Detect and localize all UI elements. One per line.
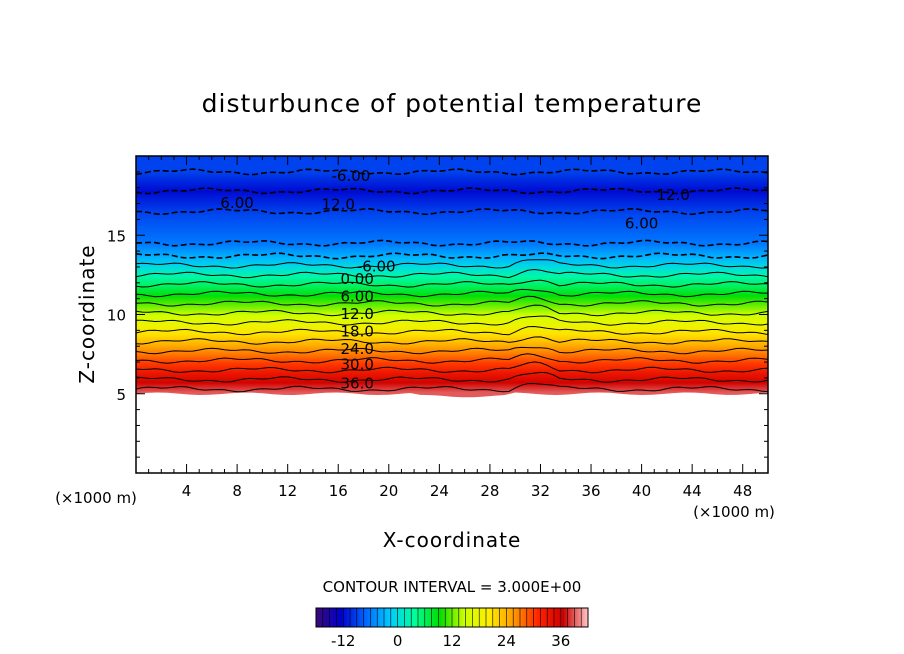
contour-interval-label: CONTOUR INTERVAL = 3.000E+00 — [323, 578, 582, 596]
contour-line — [136, 187, 768, 195]
contour-line — [136, 279, 768, 288]
contour-line — [136, 295, 768, 307]
contour-label: 36.0 — [340, 375, 373, 393]
y-axis-label: Z-coordinate — [75, 244, 99, 383]
contour-line — [136, 325, 768, 336]
chart-title: disturbunce of potential temperature — [202, 89, 703, 118]
contour-label: 6.00 — [340, 288, 373, 306]
contour-label: 12.0 — [340, 305, 373, 323]
contour-line — [136, 315, 768, 326]
x-tick-label: 44 — [683, 482, 702, 500]
contour-line — [136, 239, 768, 247]
x-tick-label: 48 — [733, 482, 752, 500]
contour-line — [136, 353, 768, 364]
x-tick-label: 32 — [531, 482, 550, 500]
x-axis-label: X-coordinate — [383, 528, 522, 552]
contour-label: -6.00 — [331, 167, 370, 185]
plot-area: -6.006.00 12.012.06.00-6.000.006.0012.018… — [136, 156, 768, 473]
colorbar-tick-label: 24 — [497, 632, 516, 650]
contour-label: 12.0 — [321, 196, 354, 214]
x-tick-label: 4 — [182, 482, 192, 500]
colorbar-tick-label: 12 — [442, 632, 461, 650]
contour-labels: -6.006.00 12.012.06.00-6.000.006.0012.018… — [220, 167, 690, 393]
contour-line — [136, 304, 768, 317]
contour-line — [136, 382, 768, 393]
contour-label: 6.00 — [220, 194, 253, 212]
x-tick-label: 16 — [329, 482, 348, 500]
contour-label: 30.0 — [340, 356, 373, 374]
x-tick-label: 24 — [430, 482, 449, 500]
contour-line — [136, 361, 768, 374]
y-tick-label: 15 — [107, 227, 126, 245]
x-tick-label: 36 — [581, 482, 600, 500]
y-tick-label: 5 — [116, 386, 126, 404]
y-tick-label: 10 — [107, 307, 126, 325]
contour-line — [136, 207, 768, 216]
contour-line — [136, 268, 768, 279]
contour-label: 0.00 — [340, 270, 373, 288]
x-tick-label: 40 — [632, 482, 651, 500]
contour-line — [136, 336, 768, 345]
x-tick-label: 28 — [480, 482, 499, 500]
contour-label: -6.00 — [357, 257, 396, 275]
contour-label: 6.00 — [625, 215, 658, 233]
contour-line — [136, 168, 768, 176]
x-unit-label: (×1000 m) — [693, 503, 775, 521]
colorbar: -12 0 12 24 36 — [315, 607, 589, 650]
colorbar-tick-label: 0 — [393, 632, 403, 650]
contour-line — [136, 259, 768, 269]
x-tick-label: 8 — [232, 482, 242, 500]
contour-lines — [136, 168, 768, 393]
contour-label: 24.0 — [340, 340, 373, 358]
x-tick-label: 12 — [278, 482, 297, 500]
colorbar-tick-label: -12 — [331, 632, 356, 650]
colorbar-frame — [315, 607, 589, 628]
temperature-field — [136, 156, 768, 398]
colorbar-divisions — [322, 608, 582, 627]
contour-label: 18.0 — [340, 322, 373, 340]
contour-line — [136, 346, 768, 355]
contour-label: 12.0 — [656, 186, 689, 204]
contour-line — [136, 371, 768, 383]
x-tick-label: 20 — [379, 482, 398, 500]
contour-line — [136, 252, 768, 260]
colorbar-tick-label: 36 — [551, 632, 570, 650]
axis-ticks — [136, 156, 768, 473]
colorbar-tick-labels: -12 0 12 24 36 — [331, 632, 570, 650]
y-unit-label: (×1000 m) — [55, 489, 137, 507]
contour-line — [136, 288, 768, 298]
